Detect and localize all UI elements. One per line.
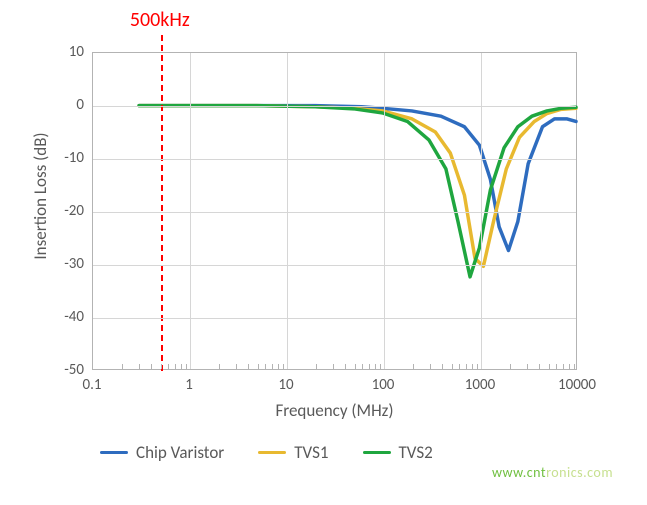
gridline-v [384,53,385,369]
gridline-v [190,53,191,369]
legend-label: TVS2 [399,442,433,463]
x-minor-tick [278,364,279,369]
gridline-h [93,212,576,213]
x-minor-tick [181,364,182,369]
legend-swatch [258,451,286,455]
legend-item-tvs1: TVS1 [258,442,328,463]
x-minor-tick [375,364,376,369]
x-minor-tick [151,364,152,369]
gridline-v [481,53,482,369]
plot-area [92,52,577,370]
x-minor-tick [236,364,237,369]
x-minor-tick [510,364,511,369]
chart-legend: Chip Varistor TVS1 TVS2 [100,442,433,463]
gridline-v [287,53,288,369]
x-minor-tick [527,364,528,369]
x-minor-tick [186,364,187,369]
x-minor-tick [442,364,443,369]
gridline-h [93,106,576,107]
gridline-h [93,265,576,266]
legend-label: TVS1 [294,442,328,463]
y-tick-label: -50 [64,361,84,379]
x-minor-tick [477,364,478,369]
x-minor-tick [413,364,414,369]
x-tick-label: 1 [185,376,193,394]
x-minor-tick [139,364,140,369]
series-chip-varistor [139,106,576,251]
x-minor-tick [161,364,162,369]
x-minor-tick [569,364,570,369]
x-minor-tick [556,364,557,369]
x-minor-tick [459,364,460,369]
x-minor-tick [248,364,249,369]
annotation-500khz-label: 500kHz [130,8,190,32]
x-minor-tick [539,364,540,369]
x-tick-label: 10000 [558,376,596,394]
x-axis-title: Frequency (MHz) [92,400,577,421]
annotation-500khz-line [161,35,163,371]
legend-item-tvs2: TVS2 [363,442,433,463]
legend-label: Chip Varistor [136,442,224,463]
series-layer [93,53,576,369]
y-tick-label: 10 [69,43,84,61]
x-minor-tick [168,364,169,369]
x-minor-tick [258,364,259,369]
x-minor-tick [272,364,273,369]
x-minor-tick [452,364,453,369]
y-tick-label: -40 [64,308,84,326]
x-minor-tick [563,364,564,369]
x-minor-tick [362,364,363,369]
x-minor-tick [369,364,370,369]
x-minor-tick [549,364,550,369]
y-axis-title: Insertion Loss (dB) [30,106,51,286]
x-minor-tick [122,364,123,369]
legend-swatch [363,451,391,455]
x-minor-tick [316,364,317,369]
legend-swatch [100,451,128,455]
y-tick-label: 0 [76,96,84,114]
legend-item-chip-varistor: Chip Varistor [100,442,224,463]
x-minor-tick [265,364,266,369]
x-minor-tick [430,364,431,369]
watermark: www.cntronics.com [492,464,613,481]
x-tick-label: 1000 [465,376,495,394]
x-tick-label: 100 [372,376,395,394]
x-tick-label: 10 [278,376,293,394]
gridline-h [93,159,576,160]
y-tick-label: -30 [64,255,84,273]
x-minor-tick [355,364,356,369]
series-tvs2 [139,106,576,277]
x-minor-tick [219,364,220,369]
gridline-h [93,318,576,319]
chart-root: { "chart": { "type": "line", "plot": { "… [0,0,647,505]
x-minor-tick [466,364,467,369]
x-tick-label: 0.1 [83,376,102,394]
x-minor-tick [574,364,575,369]
x-minor-tick [380,364,381,369]
x-minor-tick [175,364,176,369]
x-minor-tick [283,364,284,369]
x-minor-tick [345,364,346,369]
y-tick-label: -10 [64,149,84,167]
y-tick-label: -20 [64,202,84,220]
x-minor-tick [472,364,473,369]
x-minor-tick [333,364,334,369]
